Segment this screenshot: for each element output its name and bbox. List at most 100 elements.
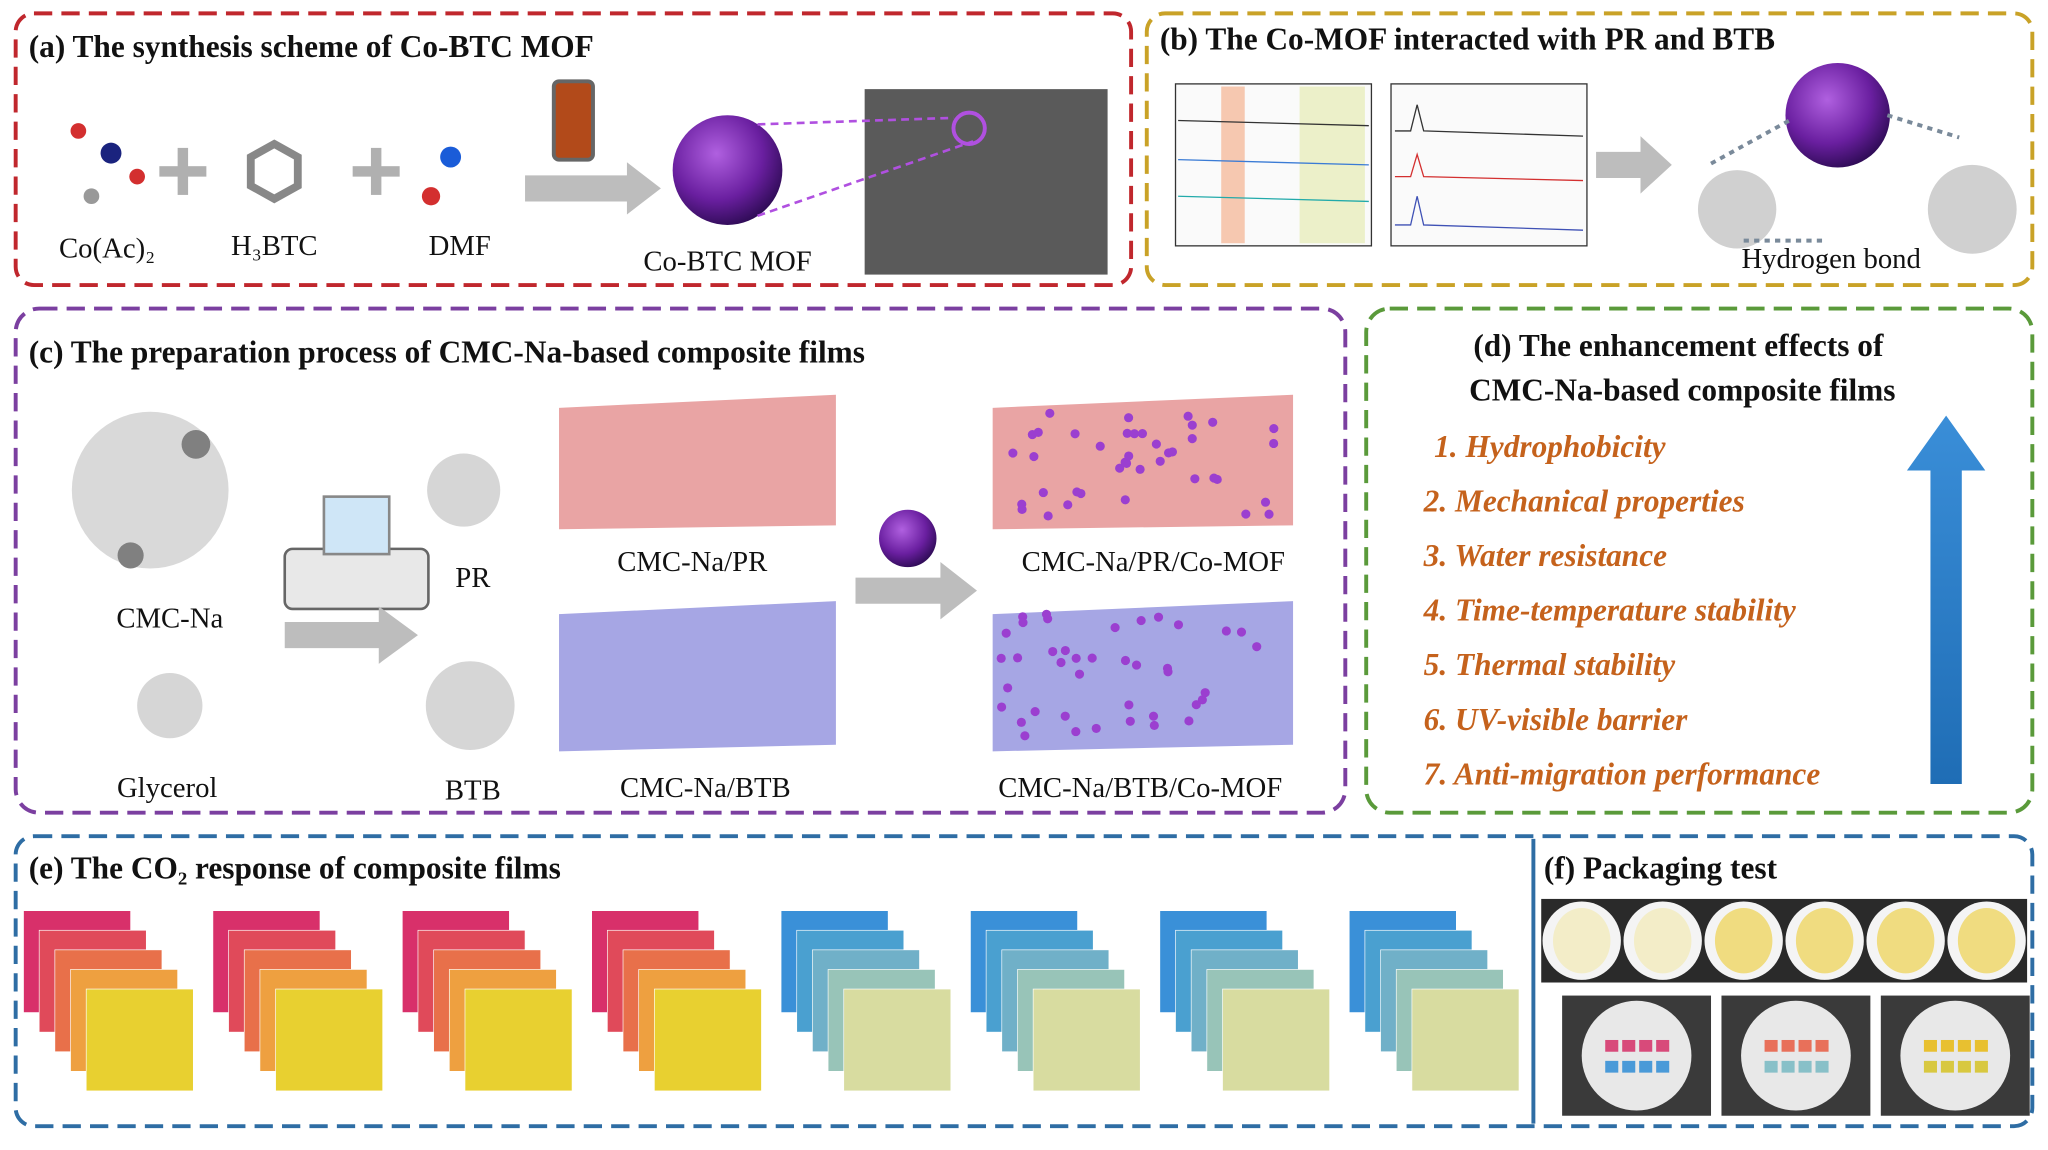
particle <box>1264 509 1274 519</box>
label: CMC-Na/BTB <box>620 772 791 804</box>
atom <box>421 187 441 206</box>
film-square <box>85 988 194 1092</box>
film-pr-mof <box>992 394 1294 530</box>
molecule-pr <box>1697 170 1777 249</box>
particle <box>1018 618 1028 628</box>
particle <box>1197 695 1207 705</box>
label: BTB <box>445 775 501 807</box>
particle <box>1191 700 1201 710</box>
label: PR <box>455 562 491 594</box>
panel-title: (a) The synthesis scheme of Co-BTC MOF <box>29 29 594 64</box>
particle <box>1269 423 1279 434</box>
panel-title: (e) The CO₂ response of composite films <box>29 851 561 886</box>
effect-item: 1. Hydrophobicity <box>1434 429 1666 464</box>
curve <box>1178 195 1369 203</box>
label: Glycerol <box>117 772 217 804</box>
arrow <box>855 561 977 620</box>
molecule-glycerol <box>137 672 203 739</box>
label: Hydrogen bond <box>1741 243 1921 275</box>
panel-ef-box <box>13 834 2035 1129</box>
sample <box>1974 1060 1988 1073</box>
molecules-a <box>70 123 462 206</box>
particle <box>1013 653 1023 663</box>
particle <box>1208 417 1218 427</box>
stirrer <box>283 547 430 611</box>
label: CMC-Na/BTB/Co-MOF <box>998 772 1282 804</box>
film-square <box>275 988 384 1092</box>
particle <box>1087 653 1097 663</box>
effect-item: 2. Mechanical properties <box>1423 483 1745 518</box>
panel-c-box <box>13 306 1348 815</box>
film-square <box>843 988 952 1092</box>
particle <box>1155 456 1165 466</box>
particle <box>1017 504 1027 515</box>
particle <box>1131 660 1142 670</box>
atom <box>117 542 144 569</box>
apple <box>1714 908 1773 974</box>
particle <box>1063 500 1073 510</box>
sample <box>1815 1060 1829 1073</box>
particle <box>1183 411 1193 421</box>
panel-title: CMC-Na-based composite films <box>1469 373 1895 408</box>
panel-d-box <box>1364 306 2035 815</box>
particle <box>1125 716 1135 726</box>
particle <box>1122 428 1132 438</box>
particle <box>1048 646 1058 657</box>
particle <box>1060 711 1070 721</box>
particle <box>1241 509 1251 519</box>
particle <box>1041 609 1052 619</box>
sample <box>1923 1060 1937 1073</box>
particle <box>1124 451 1134 461</box>
mof-particles <box>996 408 1279 741</box>
particle <box>1003 683 1013 693</box>
label: CMC-Na <box>116 602 223 634</box>
particle <box>996 653 1006 663</box>
film-square <box>1032 988 1141 1092</box>
arrow <box>284 606 418 664</box>
arrow <box>1596 136 1672 194</box>
atom <box>440 146 462 168</box>
atom <box>181 430 211 459</box>
particle <box>1173 620 1184 630</box>
curve <box>1394 104 1584 137</box>
zoom-line <box>757 140 974 218</box>
sample <box>1605 1039 1619 1052</box>
beaker <box>322 495 391 556</box>
dish <box>1581 1000 1692 1111</box>
particle <box>1209 473 1219 483</box>
sample <box>1940 1060 1954 1073</box>
particle <box>1190 474 1200 484</box>
sample <box>1622 1060 1636 1073</box>
effect-list: 1. Hydrophobicity 2. Mechanical propertie… <box>1423 429 1821 792</box>
sample <box>1656 1039 1670 1052</box>
panel-title: (b) The Co-MOF interacted with PR and BT… <box>1160 21 1775 56</box>
label: CMC-Na/PR <box>617 546 768 578</box>
panel-b-box <box>1144 11 2035 287</box>
atom <box>100 142 122 164</box>
panel-title: (f) Packaging test <box>1544 851 1778 886</box>
plus <box>370 147 382 195</box>
atom <box>129 168 145 185</box>
effect-item: 3. Water resistance <box>1423 538 1667 573</box>
sample <box>1781 1060 1795 1073</box>
particle <box>1074 669 1085 679</box>
sample <box>1656 1060 1670 1073</box>
atom <box>70 123 87 139</box>
sample <box>1798 1060 1812 1073</box>
color-stacks <box>23 910 1520 1092</box>
particle <box>1129 429 1140 439</box>
mof-sphere <box>879 509 937 568</box>
sample <box>1622 1039 1636 1052</box>
apple <box>1957 908 2016 974</box>
dish <box>1900 1000 2011 1111</box>
particle <box>1020 731 1030 741</box>
effect-item: 6. UV-visible barrier <box>1424 702 1688 737</box>
particle <box>1070 429 1080 439</box>
sample <box>1639 1039 1653 1052</box>
mof-sphere <box>672 115 783 225</box>
curve <box>1394 152 1584 182</box>
film-btb <box>559 601 836 752</box>
particle <box>1056 657 1066 668</box>
curve <box>1178 119 1369 127</box>
